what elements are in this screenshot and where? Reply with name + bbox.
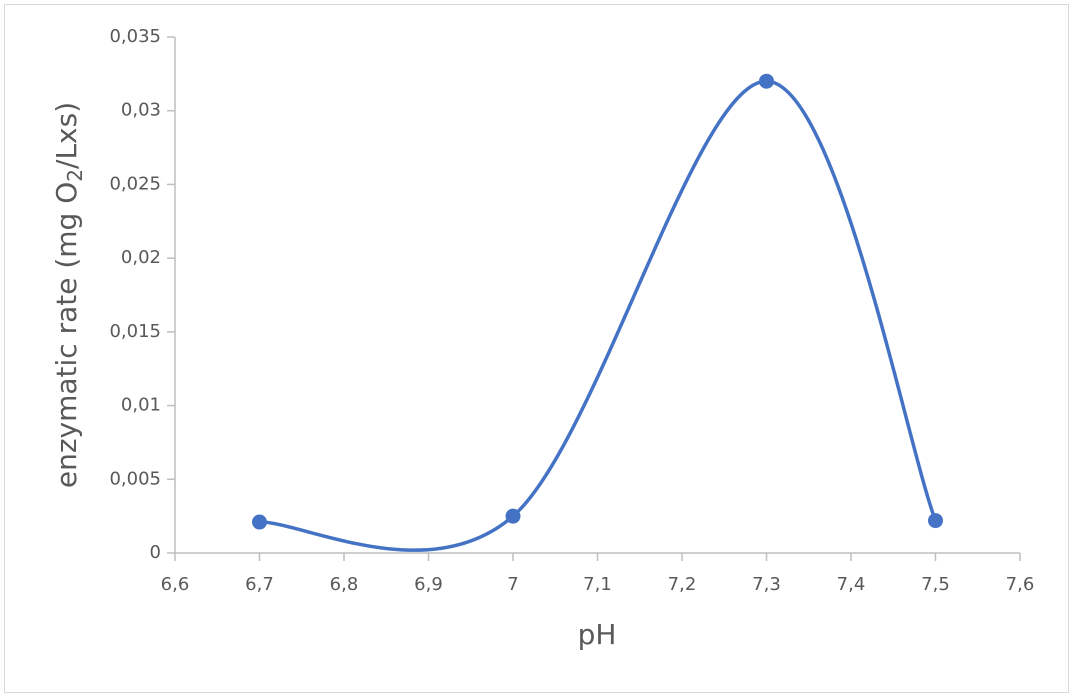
y-tick-label: 0 [150,542,161,563]
y-tick-label: 0,015 [109,321,161,342]
x-tick-label: 7 [507,574,518,595]
y-axis-title-subscript: 2 [63,169,87,182]
x-tick-label: 7,4 [837,574,866,595]
x-tick-label: 7,5 [921,574,950,595]
x-tick-label: 7,2 [668,574,697,595]
y-tick-label: 0,02 [121,247,161,268]
y-tick-label: 0,025 [109,173,161,194]
data-point [505,508,521,524]
data-line [259,79,938,552]
x-axis-title: pH [578,618,617,651]
y-tick-label: 0,01 [121,395,161,416]
data-point [759,73,774,89]
data-point [928,513,943,529]
y-tick-label: 0,005 [109,468,161,489]
x-tick-label: 7,6 [1006,574,1035,595]
y-tick-label: 0,03 [121,100,161,121]
x-tick-label: 7,3 [752,574,781,595]
x-tick-label: 6,6 [161,574,190,595]
y-axis-title: enzymatic rate (mg O2/Lxs) [50,102,87,488]
y-tick-label: 0,035 [109,26,161,47]
x-tick-label: 6,9 [414,574,443,595]
x-tick-label: 7,1 [583,574,612,595]
y-axis-title-part: /Lxs) [50,102,83,169]
x-tick-label: 6,8 [330,574,359,595]
chart-border [4,4,1069,693]
y-axis-title-part: enzymatic rate (mg O [50,182,83,488]
data-point [252,514,267,530]
x-tick-label: 6,7 [245,574,274,595]
